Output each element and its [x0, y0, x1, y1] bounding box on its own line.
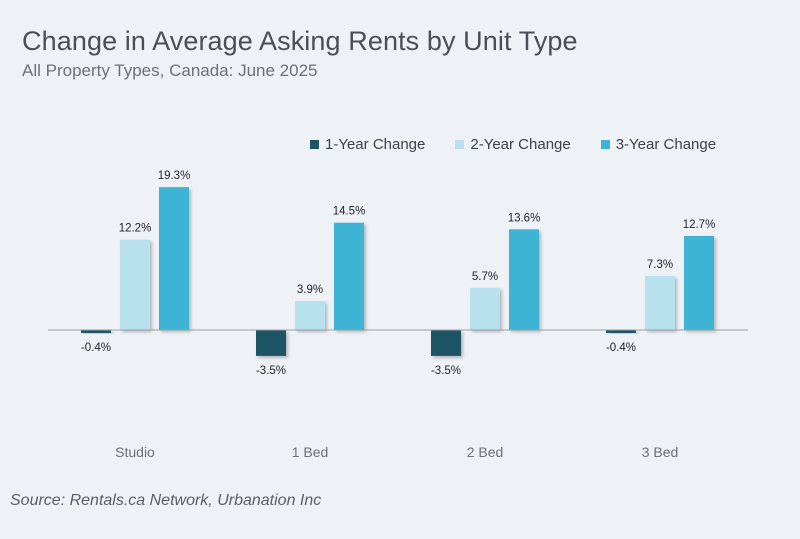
bar-3-bed-series-1 — [606, 330, 636, 333]
legend-swatch-2-year — [455, 140, 465, 149]
bar-studio-series-2 — [120, 239, 150, 330]
bar-studio-series-1 — [81, 330, 111, 333]
category-label-2-bed: 2 Bed — [467, 444, 504, 460]
data-label-studio-series-2: 12.2% — [119, 223, 152, 235]
data-label-1-bed-series-3: 14.5% — [333, 206, 366, 218]
data-label-studio-series-3: 19.3% — [158, 170, 191, 182]
bar-1-bed-series-3 — [334, 222, 364, 330]
legend-item-1-year: 1-Year Change — [310, 136, 425, 153]
data-label-2-bed-series-1: -3.5% — [431, 365, 461, 377]
category-label-1-bed: 1 Bed — [292, 444, 329, 460]
data-label-1-bed-series-2: 3.9% — [297, 284, 323, 296]
chart-legend: 1-Year Change 2-Year Change 3-Year Chang… — [310, 136, 716, 153]
bar-3-bed-series-2 — [645, 275, 675, 330]
bar-studio-series-3 — [159, 187, 189, 330]
data-label-3-bed-series-3: 12.7% — [683, 219, 716, 231]
legend-swatch-3-year — [600, 140, 610, 149]
bar-2-bed-series-2 — [470, 287, 500, 330]
data-label-3-bed-series-1: -0.4% — [606, 342, 636, 354]
source-note: Source: Rentals.ca Network, Urbanation I… — [10, 492, 322, 509]
bar-1-bed-series-1 — [256, 330, 286, 356]
legend-swatch-1-year — [310, 140, 319, 149]
bar-2-bed-series-3 — [509, 229, 539, 330]
bar-2-bed-series-1 — [431, 330, 461, 356]
legend-item-2-year: 2-Year Change — [455, 136, 571, 153]
category-label-3-bed: 3 Bed — [642, 444, 679, 460]
data-label-2-bed-series-2: 5.7% — [472, 271, 498, 283]
bar-3-bed-series-3 — [684, 236, 714, 330]
data-label-studio-series-1: -0.4% — [81, 342, 111, 354]
legend-label-2-year: 2-Year Change — [470, 136, 571, 153]
chart-subtitle: All Property Types, Canada: June 2025 — [22, 61, 318, 80]
category-label-studio: Studio — [115, 444, 155, 460]
chart-title: Change in Average Asking Rents by Unit T… — [22, 26, 578, 56]
data-label-3-bed-series-2: 7.3% — [647, 259, 673, 271]
legend-label-1-year: 1-Year Change — [325, 136, 426, 153]
data-label-2-bed-series-3: 13.6% — [508, 212, 541, 224]
data-label-1-bed-series-1: -3.5% — [256, 365, 286, 377]
legend-label-3-year: 3-Year Change — [615, 136, 717, 153]
legend-item-3-year: 3-Year Change — [600, 136, 717, 153]
bar-1-bed-series-2 — [295, 301, 325, 330]
